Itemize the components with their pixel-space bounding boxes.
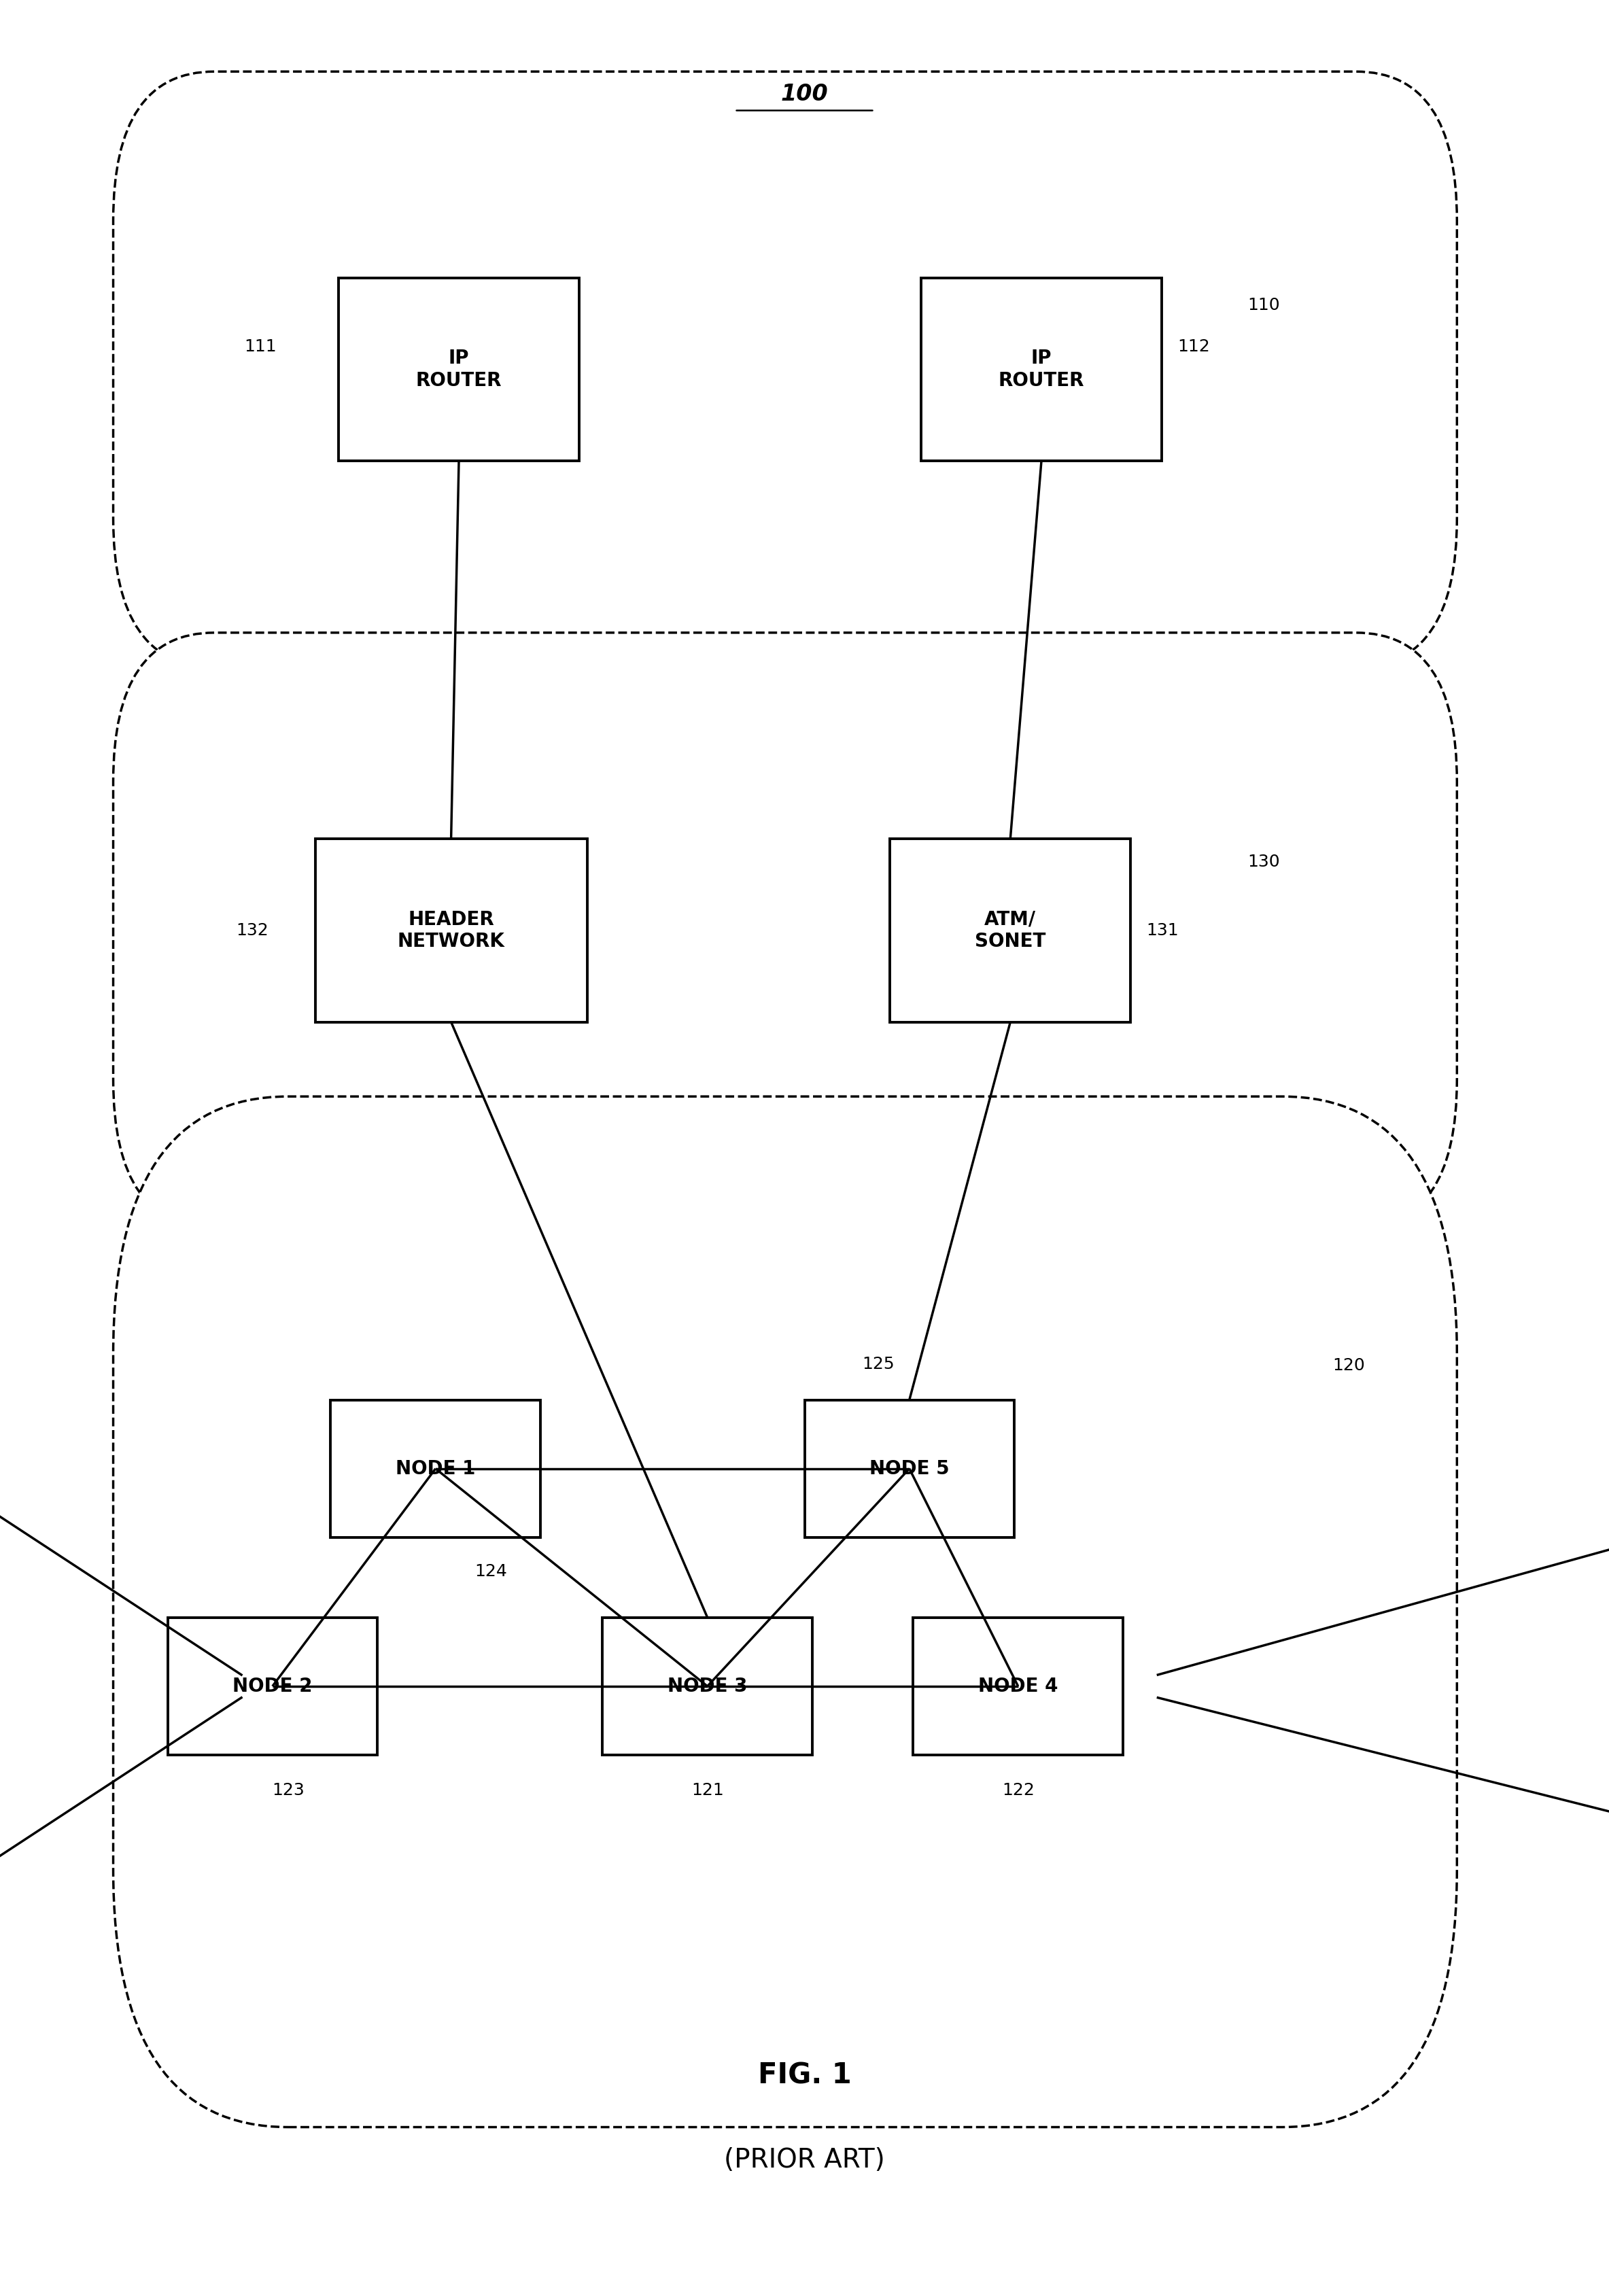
Text: NODE 1: NODE 1 [396,1460,475,1479]
Text: IP
ROUTER: IP ROUTER [415,349,502,390]
Text: 120: 120 [1332,1357,1364,1373]
Text: 123: 123 [272,1782,304,1798]
Text: 112: 112 [1178,338,1210,354]
Text: ATM/
SONET: ATM/ SONET [975,909,1046,951]
Text: NODE 5: NODE 5 [869,1460,949,1479]
FancyBboxPatch shape [167,1616,377,1754]
Text: FIG. 1: FIG. 1 [758,2062,851,2089]
FancyBboxPatch shape [920,278,1162,461]
Text: (PRIOR ART): (PRIOR ART) [724,2147,885,2174]
Text: HEADER
NETWORK: HEADER NETWORK [397,909,505,951]
FancyBboxPatch shape [113,71,1458,668]
FancyBboxPatch shape [331,1401,541,1538]
Text: NODE 2: NODE 2 [233,1676,312,1697]
Text: 124: 124 [475,1564,507,1580]
Text: 100: 100 [780,83,829,106]
Text: 131: 131 [1146,923,1179,939]
FancyBboxPatch shape [890,838,1131,1022]
Text: 125: 125 [862,1357,895,1373]
Text: NODE 3: NODE 3 [668,1676,747,1697]
FancyBboxPatch shape [602,1616,813,1754]
Text: 110: 110 [1247,296,1279,312]
Text: IP
ROUTER: IP ROUTER [999,349,1084,390]
Text: 132: 132 [237,923,269,939]
Text: 130: 130 [1247,854,1279,870]
Text: 111: 111 [245,338,277,354]
Text: 122: 122 [1002,1782,1035,1798]
FancyBboxPatch shape [113,634,1458,1228]
Text: NODE 4: NODE 4 [978,1676,1059,1697]
Text: 121: 121 [692,1782,724,1798]
FancyBboxPatch shape [113,1097,1458,2126]
FancyBboxPatch shape [805,1401,1014,1538]
FancyBboxPatch shape [315,838,587,1022]
FancyBboxPatch shape [914,1616,1123,1754]
FancyBboxPatch shape [338,278,579,461]
